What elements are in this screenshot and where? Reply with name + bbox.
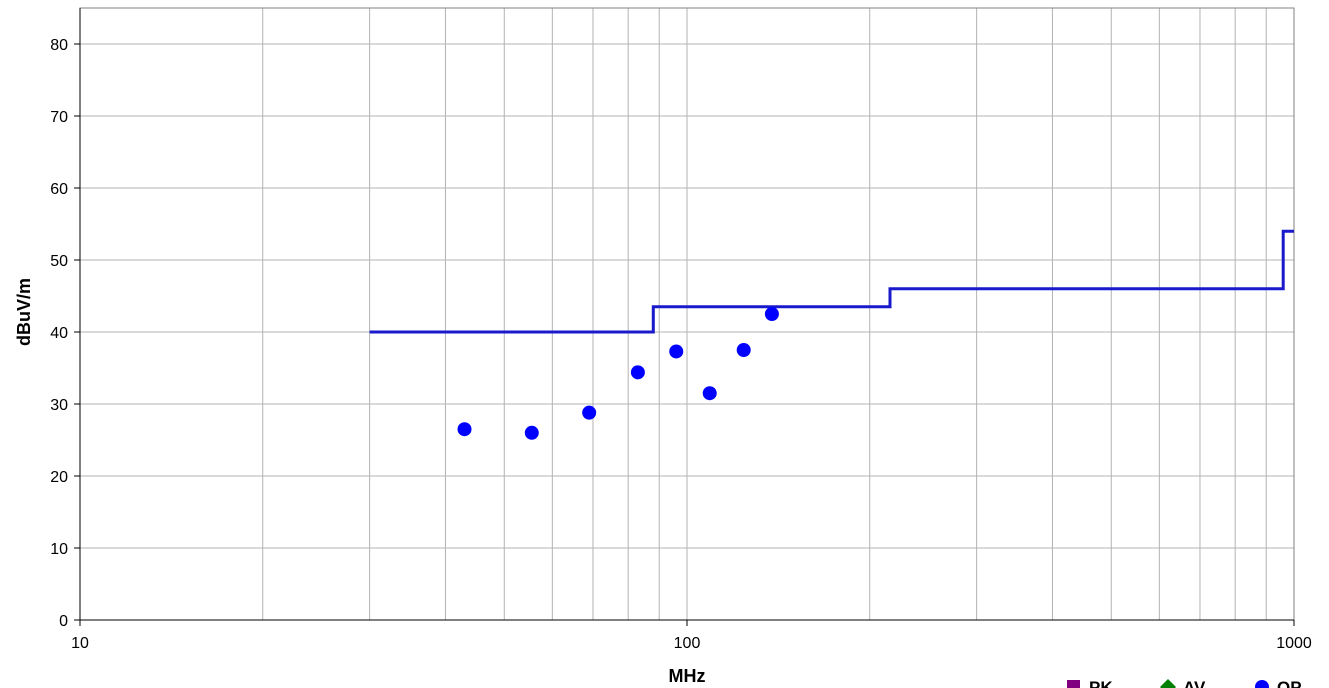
x-tick-labels: 10 100 1000: [71, 620, 1312, 652]
x-tick-label: 10: [71, 635, 89, 652]
y-tick-label: 40: [50, 325, 68, 342]
data-point-qp: [702, 386, 717, 401]
x-tick-label: 100: [674, 635, 701, 652]
y-tick-label: 0: [59, 613, 68, 630]
data-point-qp: [582, 405, 597, 420]
data-point-qp: [669, 344, 684, 359]
y-tick-label: 50: [50, 253, 68, 270]
legend-marker-pk: [1067, 680, 1080, 688]
y-axis-title: dBuV/m: [14, 278, 34, 346]
grid-lines: [80, 8, 1294, 620]
limit-line: [369, 229, 1294, 334]
data-point-qp: [630, 365, 645, 380]
data-point-qp: [524, 425, 539, 440]
y-tick-label: 80: [50, 37, 68, 54]
y-tick-labels: 0 10 20 30 40 50 60 70 80: [50, 37, 80, 630]
limit-line-path: [369, 229, 1294, 334]
legend-label-qp: QP: [1277, 678, 1302, 688]
legend-marker-qp: [1255, 680, 1269, 688]
x-tick-label: 1000: [1276, 635, 1312, 652]
y-tick-label: 60: [50, 181, 68, 198]
x-axis-title: MHz: [669, 666, 706, 686]
legend-label-pk: PK: [1089, 678, 1113, 688]
data-points: [457, 307, 779, 440]
y-tick-label: 70: [50, 109, 68, 126]
legend: PK AV QP: [1067, 678, 1302, 688]
data-point-qp: [764, 307, 779, 321]
data-point-qp: [736, 343, 751, 357]
legend-label-av: AV: [1183, 678, 1206, 688]
y-tick-label: 10: [50, 541, 68, 558]
legend-marker-av: [1160, 679, 1176, 688]
data-point-qp: [457, 422, 472, 437]
y-tick-label: 30: [50, 397, 68, 414]
y-tick-label: 20: [50, 469, 68, 486]
